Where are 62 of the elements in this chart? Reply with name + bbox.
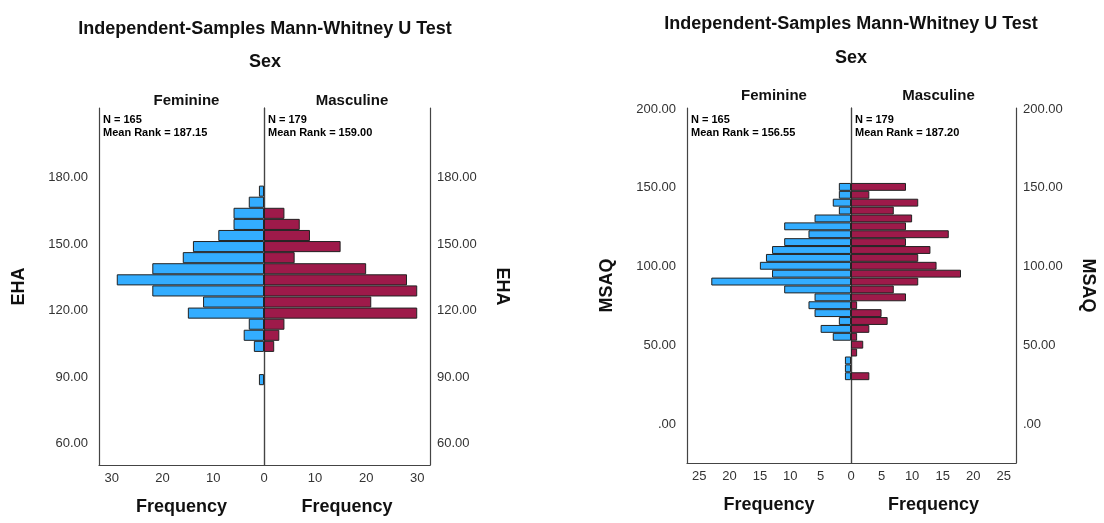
y2-tick-label: 50.00: [1023, 337, 1056, 353]
x-tick-label: 0: [260, 470, 268, 485]
chart-title: Independent-Samples Mann-Whitney U Test: [78, 18, 452, 39]
chart-subtitle: Sex: [834, 47, 868, 68]
y-tick-label: 150.00: [636, 179, 676, 195]
y2-axis-title: MSAQ: [1079, 258, 1099, 313]
y-tick-label: 150.00: [48, 235, 88, 251]
x-axis-title: Frequency: [135, 496, 228, 516]
annotation: Mean Rank = 159.00: [268, 125, 373, 138]
x-tick-label: 5: [877, 468, 886, 483]
text: Masculine: [902, 86, 975, 103]
y-axis-title: MSAQ: [596, 258, 616, 313]
x-tick-label: 30: [410, 470, 425, 485]
x-axis-title: Frequency: [723, 494, 815, 514]
x-tick-label: 10: [783, 468, 798, 483]
y-tick-label: 90.00: [55, 368, 88, 384]
x-tick-label: 25: [691, 468, 707, 483]
chart-title: Independent-Samples Mann-Whitney U Test: [664, 13, 1038, 34]
x-tick-label: 20: [722, 468, 737, 483]
annotation: N = 179: [268, 112, 307, 125]
y2-tick-label: .00: [1023, 416, 1042, 432]
annotation: N = 165: [103, 112, 142, 125]
annotation: N = 165: [691, 112, 730, 125]
x-tick-label: 10: [307, 470, 323, 485]
annotation: Mean Rank = 187.15: [103, 125, 208, 138]
y-tick-label: 180.00: [48, 169, 88, 185]
y-tick-label: 120.00: [48, 302, 88, 318]
annotation: Feminine: [153, 91, 220, 108]
annotation: N = 179: [855, 112, 894, 125]
y2-tick-label: 90.00: [437, 368, 470, 384]
x-tick-label: 0: [847, 468, 855, 483]
x-axis-title: Frequency: [301, 496, 393, 516]
y2-tick-label: 60.00: [437, 435, 470, 451]
annotation: Masculine: [315, 91, 389, 108]
y2-tick-label: 180.00: [437, 169, 477, 185]
x-tick-label: 25: [996, 468, 1012, 483]
x-tick-label: 15: [935, 468, 950, 483]
x-tick-label: 5: [817, 468, 825, 483]
x-tick-label: 10: [206, 470, 221, 485]
x-tick-label: 20: [155, 470, 170, 485]
chart-subtitle: Sex: [248, 51, 282, 72]
y2-tick-label: 120.00: [437, 302, 477, 318]
y-tick-label: 50.00: [643, 337, 676, 353]
y-tick-label: 60.00: [55, 435, 88, 451]
x-tick-label: 30: [104, 470, 119, 485]
y2-axis-title: EHA: [493, 267, 513, 306]
y-tick-label: 200.00: [636, 100, 676, 116]
x-tick-label: 15: [752, 468, 768, 483]
y2-tick-label: 150.00: [437, 235, 477, 251]
x-axis-title: Frequency: [887, 494, 980, 514]
y-axis-title: EHA: [8, 267, 28, 306]
y2-tick-label: 200.00: [1023, 100, 1063, 116]
annotation: Mean Rank = 156.55: [691, 125, 796, 138]
x-tick-label: 20: [965, 468, 981, 483]
x-tick-label: 20: [358, 470, 374, 485]
y-tick-label: 100.00: [636, 258, 676, 274]
text: Feminine: [741, 86, 807, 103]
y2-tick-label: 100.00: [1023, 258, 1063, 274]
x-tick-label: 10: [904, 468, 920, 483]
y2-tick-label: 150.00: [1023, 179, 1063, 195]
y-tick-label: .00: [657, 416, 676, 432]
annotation: Mean Rank = 187.20: [855, 125, 960, 138]
